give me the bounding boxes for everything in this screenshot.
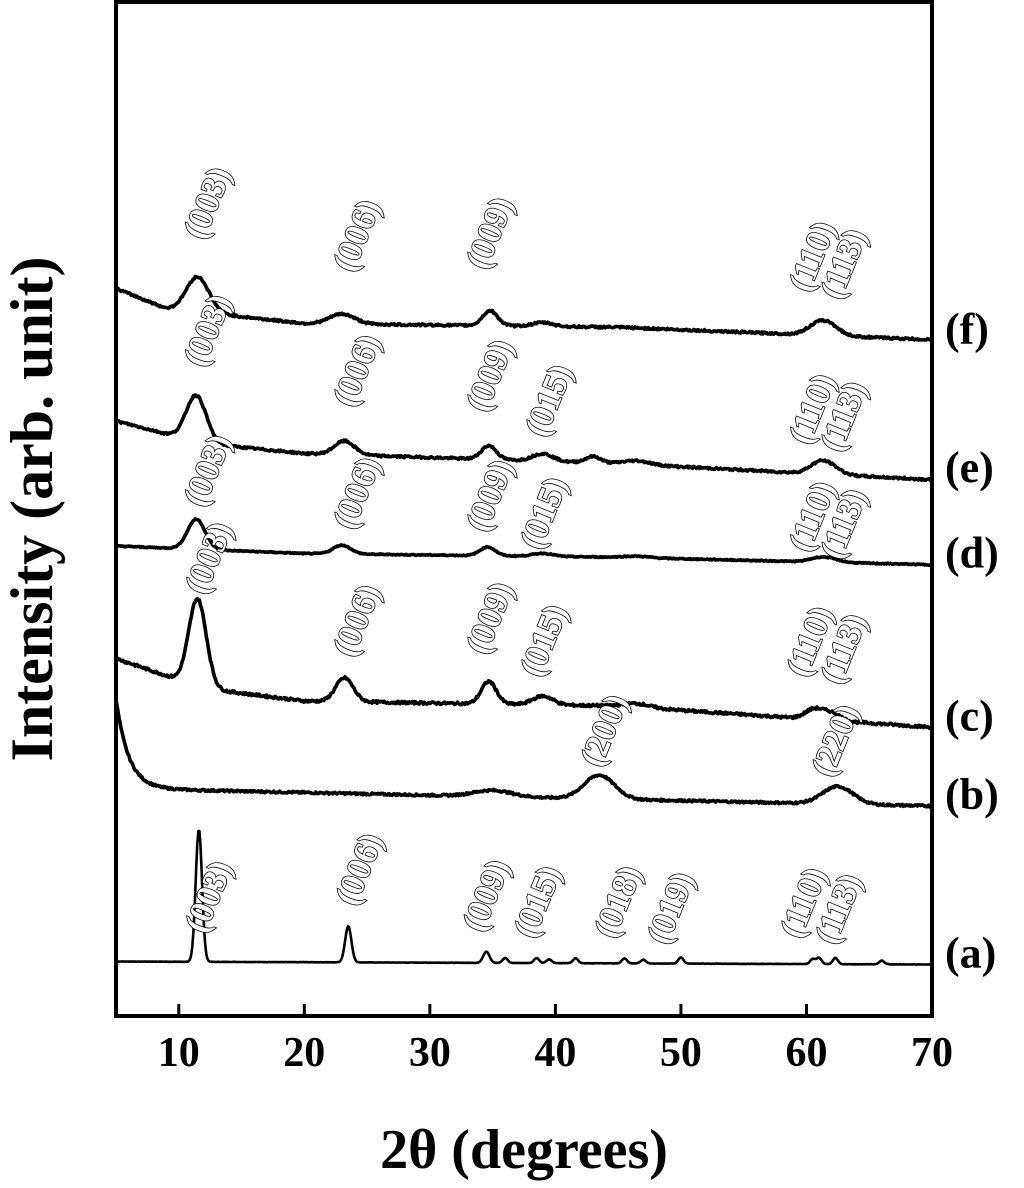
peak-label: (003) — [178, 856, 240, 938]
peak-label: (009) — [459, 577, 521, 659]
peak-label: (003) — [177, 429, 239, 511]
trace-b — [114, 699, 933, 809]
trace-label: (e) — [945, 443, 994, 492]
peak-label: (200) — [574, 689, 636, 771]
peak-label: (015) — [513, 472, 575, 554]
trace-e — [114, 393, 933, 483]
trace-label: (c) — [945, 691, 994, 740]
peak-label: (015) — [518, 359, 580, 441]
x-tick-label: 40 — [534, 1030, 576, 1076]
peak-label: (018) — [588, 861, 650, 943]
peak-label: (015) — [513, 599, 575, 681]
trace-f — [114, 274, 933, 343]
peak-label: (009) — [459, 192, 521, 274]
peak-label: (006) — [326, 329, 388, 411]
peak-label: (009) — [459, 334, 521, 416]
peak-label: (019) — [640, 867, 702, 949]
peak-label: (003) — [177, 162, 239, 244]
peak-label: (006) — [326, 194, 388, 276]
peak-label: (003) — [177, 289, 239, 371]
peak-label: (006) — [326, 579, 388, 661]
x-tick-label: 30 — [409, 1030, 451, 1076]
peak-label: (220) — [805, 699, 867, 781]
x-tick-label: 70 — [911, 1030, 953, 1076]
trace-c — [114, 596, 933, 731]
x-axis-ticks: 10 20 30 40 50 60 70 — [158, 1004, 953, 1076]
peak-label: (006) — [329, 828, 391, 910]
peak-label: (009) — [459, 454, 521, 536]
peak-label: (015) — [507, 861, 569, 943]
trace-label: (d) — [945, 528, 999, 577]
x-axis-title: 2θ (degrees) — [380, 1119, 668, 1181]
trace-d — [115, 517, 933, 567]
peak-label: (006) — [326, 452, 388, 534]
x-tick-label: 10 — [158, 1030, 200, 1076]
x-tick-label: 50 — [660, 1030, 702, 1076]
trace-label: (f) — [945, 304, 989, 353]
x-tick-label: 20 — [283, 1030, 325, 1076]
y-axis-title: Intensity (arb. unit) — [0, 256, 65, 761]
plot-frame — [114, 0, 934, 1018]
trace-a — [115, 829, 932, 966]
trace-labels: (a) (b) (c) (d) (e) (f) — [945, 304, 999, 977]
trace-label: (b) — [945, 770, 999, 819]
xrd-traces — [114, 274, 933, 966]
x-tick-label: 60 — [785, 1030, 827, 1076]
trace-label: (a) — [945, 928, 996, 977]
